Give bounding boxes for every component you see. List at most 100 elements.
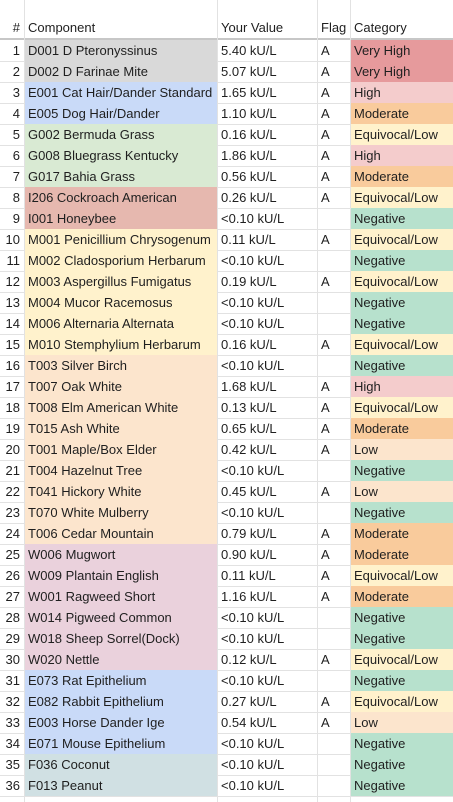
value-cell[interactable]: <0.10 kU/L [221,610,285,625]
component-cell[interactable]: T070 White Mulberry [25,502,217,523]
row-number[interactable]: 20 [5,442,20,457]
component-cell[interactable]: E005 Dog Hair/Dander [25,103,217,124]
row-number[interactable]: 15 [5,337,20,352]
value-cell[interactable]: <0.10 kU/L [221,316,285,331]
flag-cell[interactable] [318,628,350,649]
value-cell[interactable]: <0.10 kU/L [221,295,285,310]
component-cell[interactable]: T006 Cedar Mountain [25,523,217,544]
row-number[interactable]: 27 [5,589,20,604]
value-cell[interactable]: 1.65 kU/L [221,85,277,100]
category-cell[interactable]: Moderate [351,586,453,607]
component-cell[interactable]: I206 Cockroach American [25,187,217,208]
component-cell[interactable]: F036 Coconut [25,754,217,775]
row-number[interactable]: 8 [12,190,20,205]
flag-cell[interactable]: A [321,715,330,730]
header-number[interactable]: # [12,20,20,35]
row-number[interactable]: 30 [5,652,20,667]
flag-cell[interactable] [318,670,350,691]
category-cell[interactable]: Equivocal/Low [351,187,453,208]
category-cell[interactable]: Equivocal/Low [351,229,453,250]
row-number[interactable]: 28 [5,610,20,625]
row-number[interactable]: 13 [5,295,20,310]
value-cell[interactable]: 0.90 kU/L [221,547,277,562]
value-cell[interactable]: 0.16 kU/L [221,127,277,142]
component-cell[interactable]: E082 Rabbit Epithelium [25,691,217,712]
row-number[interactable]: 22 [5,484,20,499]
value-cell[interactable]: 1.68 kU/L [221,379,277,394]
value-cell[interactable]: 0.56 kU/L [221,169,277,184]
category-cell[interactable]: Negative [351,628,453,649]
category-cell[interactable]: Negative [351,250,453,271]
value-cell[interactable]: 0.11 kU/L [221,568,276,583]
category-cell[interactable]: Negative [351,313,453,334]
component-cell[interactable]: G017 Bahia Grass [25,166,217,187]
value-cell[interactable]: 0.13 kU/L [221,400,277,415]
flag-cell[interactable]: A [321,589,330,604]
row-number[interactable]: 31 [5,673,20,688]
value-cell[interactable]: 5.07 kU/L [221,64,277,79]
header-category[interactable]: Category [354,20,407,35]
flag-cell[interactable] [318,607,350,628]
component-cell[interactable]: E001 Cat Hair/Dander Standard [25,82,217,103]
value-cell[interactable]: 0.79 kU/L [221,526,277,541]
row-number[interactable]: 9 [12,211,20,226]
category-cell[interactable]: Low [351,481,453,502]
flag-cell[interactable]: A [321,547,330,562]
header-value[interactable]: Your Value [221,20,284,35]
flag-cell[interactable] [318,502,350,523]
category-cell[interactable]: Very High [351,61,453,82]
row-number[interactable]: 36 [5,778,20,793]
component-cell[interactable]: M001 Penicillium Chrysogenum [25,229,217,250]
flag-cell[interactable] [318,775,350,796]
row-number[interactable]: 3 [12,85,20,100]
category-cell[interactable]: High [351,376,453,397]
component-cell[interactable]: T004 Hazelnut Tree [25,460,217,481]
value-cell[interactable]: 0.16 kU/L [221,337,277,352]
value-cell[interactable]: <0.10 kU/L [221,505,285,520]
category-cell[interactable]: Negative [351,292,453,313]
flag-cell[interactable]: A [321,484,330,499]
flag-cell[interactable] [318,754,350,775]
component-cell[interactable]: M003 Aspergillus Fumigatus [25,271,217,292]
value-cell[interactable]: <0.10 kU/L [221,631,285,646]
value-cell[interactable]: 0.19 kU/L [221,274,277,289]
flag-cell[interactable] [318,733,350,754]
category-cell[interactable]: Equivocal/Low [351,334,453,355]
component-cell[interactable]: T041 Hickory White [25,481,217,502]
row-number[interactable]: 32 [5,694,20,709]
component-cell[interactable]: M004 Mucor Racemosus [25,292,217,313]
value-cell[interactable]: <0.10 kU/L [221,358,285,373]
value-cell[interactable]: 0.27 kU/L [221,694,277,709]
value-cell[interactable]: <0.10 kU/L [221,253,285,268]
flag-cell[interactable] [318,460,350,481]
row-number[interactable]: 18 [5,400,20,415]
value-cell[interactable]: 0.12 kU/L [221,652,277,667]
row-number[interactable]: 35 [5,757,20,772]
component-cell[interactable]: I001 Honeybee [25,208,217,229]
component-cell[interactable]: E003 Horse Dander Ige [25,712,217,733]
category-cell[interactable]: High [351,82,453,103]
value-cell[interactable]: 0.11 kU/L [221,232,276,247]
category-cell[interactable]: Negative [351,733,453,754]
flag-cell[interactable]: A [321,274,330,289]
row-number[interactable]: 26 [5,568,20,583]
category-cell[interactable]: Equivocal/Low [351,691,453,712]
category-cell[interactable]: Negative [351,460,453,481]
component-cell[interactable]: M010 Stemphylium Herbarum [25,334,217,355]
component-cell[interactable]: T007 Oak White [25,376,217,397]
category-cell[interactable]: Moderate [351,166,453,187]
category-cell[interactable]: Equivocal/Low [351,397,453,418]
row-number[interactable]: 16 [5,358,20,373]
flag-cell[interactable]: A [321,337,330,352]
category-cell[interactable]: Negative [351,502,453,523]
category-cell[interactable]: Moderate [351,418,453,439]
flag-cell[interactable] [318,250,350,271]
value-cell[interactable]: 1.16 kU/L [221,589,277,604]
row-number[interactable]: 12 [5,274,20,289]
value-cell[interactable]: <0.10 kU/L [221,211,285,226]
value-cell[interactable]: 1.10 kU/L [221,106,277,121]
component-cell[interactable]: W020 Nettle [25,649,217,670]
category-cell[interactable]: Negative [351,607,453,628]
row-number[interactable]: 21 [5,463,20,478]
row-number[interactable]: 25 [5,547,20,562]
